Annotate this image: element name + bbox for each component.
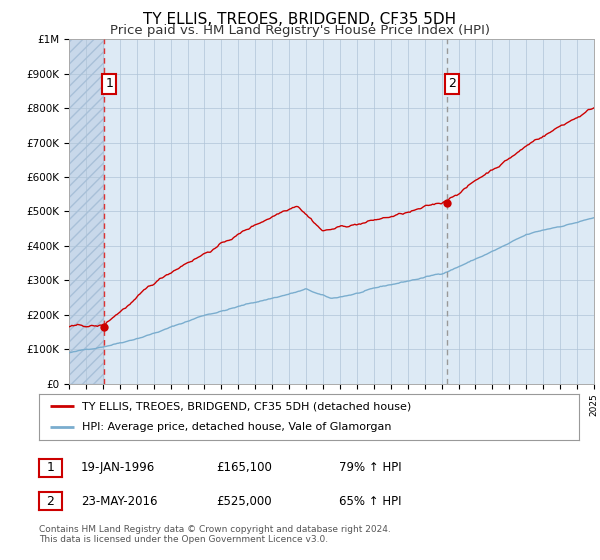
Bar: [69, 39, 104, 384]
Text: 23-MAY-2016: 23-MAY-2016: [81, 494, 157, 508]
Text: 2: 2: [448, 77, 456, 91]
Text: TY ELLIS, TREOES, BRIDGEND, CF35 5DH (detached house): TY ELLIS, TREOES, BRIDGEND, CF35 5DH (de…: [82, 401, 412, 411]
Text: 65% ↑ HPI: 65% ↑ HPI: [339, 494, 401, 508]
Text: £525,000: £525,000: [216, 494, 272, 508]
Text: 2: 2: [46, 494, 55, 508]
Text: HPI: Average price, detached house, Vale of Glamorgan: HPI: Average price, detached house, Vale…: [82, 422, 392, 432]
Text: Contains HM Land Registry data © Crown copyright and database right 2024.
This d: Contains HM Land Registry data © Crown c…: [39, 525, 391, 544]
Text: 79% ↑ HPI: 79% ↑ HPI: [339, 461, 401, 474]
Text: £165,100: £165,100: [216, 461, 272, 474]
Text: 1: 1: [106, 77, 113, 91]
Text: 1: 1: [46, 461, 55, 474]
Text: TY ELLIS, TREOES, BRIDGEND, CF35 5DH: TY ELLIS, TREOES, BRIDGEND, CF35 5DH: [143, 12, 457, 27]
Bar: [69, 39, 104, 384]
Text: 19-JAN-1996: 19-JAN-1996: [81, 461, 155, 474]
Text: Price paid vs. HM Land Registry's House Price Index (HPI): Price paid vs. HM Land Registry's House …: [110, 24, 490, 36]
